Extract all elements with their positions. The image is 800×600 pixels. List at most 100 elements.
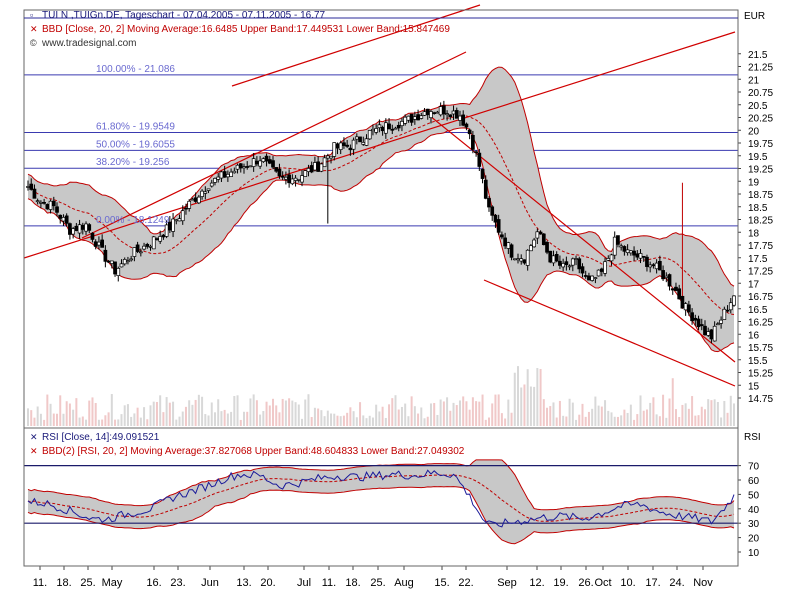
candle-body (445, 113, 449, 116)
candle-body (338, 142, 343, 151)
price-tick-label: 19.75 (748, 139, 773, 150)
candle-body (135, 244, 140, 252)
volume-bar (407, 416, 410, 426)
volume-bar (484, 419, 487, 426)
volume-bar (126, 404, 129, 426)
candle-body (261, 158, 266, 162)
volume-bar (275, 405, 278, 426)
fib-label-4: 0.00% - 18.1249 (96, 215, 170, 226)
time-tick-label: 26. (578, 577, 593, 589)
volume-bar (75, 398, 78, 426)
volume-bar (587, 411, 590, 426)
volume-bar (652, 397, 655, 426)
candle-body (306, 168, 311, 172)
candle-body (61, 217, 66, 222)
fib-label-3: 38.20% - 19.256 (96, 157, 170, 168)
volume-bar (575, 419, 578, 426)
volume-bar (236, 395, 239, 426)
volume-bar (326, 410, 329, 426)
volume-bar (529, 386, 532, 426)
indicator-icon: ✕ (30, 24, 38, 34)
candle-body (364, 138, 369, 146)
candle-body (529, 245, 533, 252)
volume-bar (462, 396, 465, 426)
candle-body (126, 260, 130, 263)
volume-bar (645, 409, 648, 426)
volume-bar (85, 419, 88, 426)
candle-body (267, 159, 272, 164)
candle-body (709, 329, 714, 340)
volume-bar (536, 368, 539, 426)
volume-bar (265, 401, 268, 426)
candle-body (525, 249, 530, 266)
price-tick-label: 18.25 (748, 216, 773, 227)
candle-body (706, 331, 711, 336)
bollinger-lower-band (27, 127, 735, 353)
candle-body (658, 260, 662, 271)
time-tick-label: 18. (56, 577, 71, 589)
volume-bar (562, 415, 565, 426)
candle-body (725, 309, 730, 312)
volume-bar (88, 400, 91, 426)
volume-bar (191, 404, 194, 426)
candle-body (467, 129, 472, 135)
candle-body (77, 224, 82, 234)
volume-bar (526, 369, 529, 426)
candle-body (551, 255, 556, 264)
rsi-tick-label: 50 (748, 490, 760, 501)
volume-bar (339, 416, 342, 426)
volume-bar (478, 401, 481, 426)
candle-body (606, 258, 611, 261)
candle-body (84, 223, 88, 232)
candle-body (109, 260, 114, 264)
volume-bar (307, 394, 310, 426)
time-tick-label: Nov (693, 577, 713, 589)
volume-bar (355, 417, 358, 426)
volume-bar (410, 396, 413, 426)
volume-bar (691, 396, 694, 426)
volume-bar (346, 412, 349, 426)
rsi-panel (24, 459, 738, 545)
time-tick-label: 10. (620, 577, 635, 589)
candle-body (400, 120, 404, 127)
volume-bar (417, 413, 420, 426)
volume-bar (697, 415, 700, 426)
candle-body (561, 263, 565, 268)
volume-bar (155, 401, 158, 426)
volume-bar (81, 416, 84, 426)
candle-body (558, 260, 562, 266)
rsi-tick-label: 20 (748, 534, 760, 545)
volume-bar (371, 417, 374, 426)
time-tick-label: 19. (553, 577, 568, 589)
volume-bar (452, 402, 455, 426)
volume-bar (404, 403, 407, 426)
chart-title: ▫ TUI N ,TUIGn.DE, Tageschart - 07.04.200… (30, 10, 326, 21)
candle-body (570, 258, 575, 266)
candle-body (487, 198, 491, 208)
volume-bar (120, 414, 123, 426)
fibonacci-labels: 100.00% - 21.086 61.80% - 19.9549 50.00% -… (96, 64, 175, 226)
candle-body (367, 130, 372, 140)
volume-bar (159, 395, 162, 426)
time-tick-label: 23. (170, 577, 185, 589)
candle-body (670, 288, 675, 291)
candle-body (180, 210, 185, 222)
candle-body (641, 255, 646, 258)
price-tick-label: 21.25 (748, 63, 773, 74)
candle-body (332, 142, 337, 157)
candle-body (242, 166, 246, 169)
volume-bar (114, 419, 117, 426)
fib-label-0: 100.00% - 21.086 (96, 64, 175, 75)
volume-bar (49, 403, 52, 426)
volume-bar (504, 418, 507, 426)
volume-bar (629, 404, 632, 426)
time-tick-label: 12. (529, 577, 544, 589)
candle-body (535, 231, 540, 239)
candle-body (58, 214, 63, 219)
candle-body (490, 206, 495, 216)
candle-body (171, 218, 175, 232)
volume-bar (162, 412, 165, 426)
candle-body (216, 176, 221, 180)
volume-bar (117, 419, 120, 426)
candle-body (380, 126, 385, 132)
